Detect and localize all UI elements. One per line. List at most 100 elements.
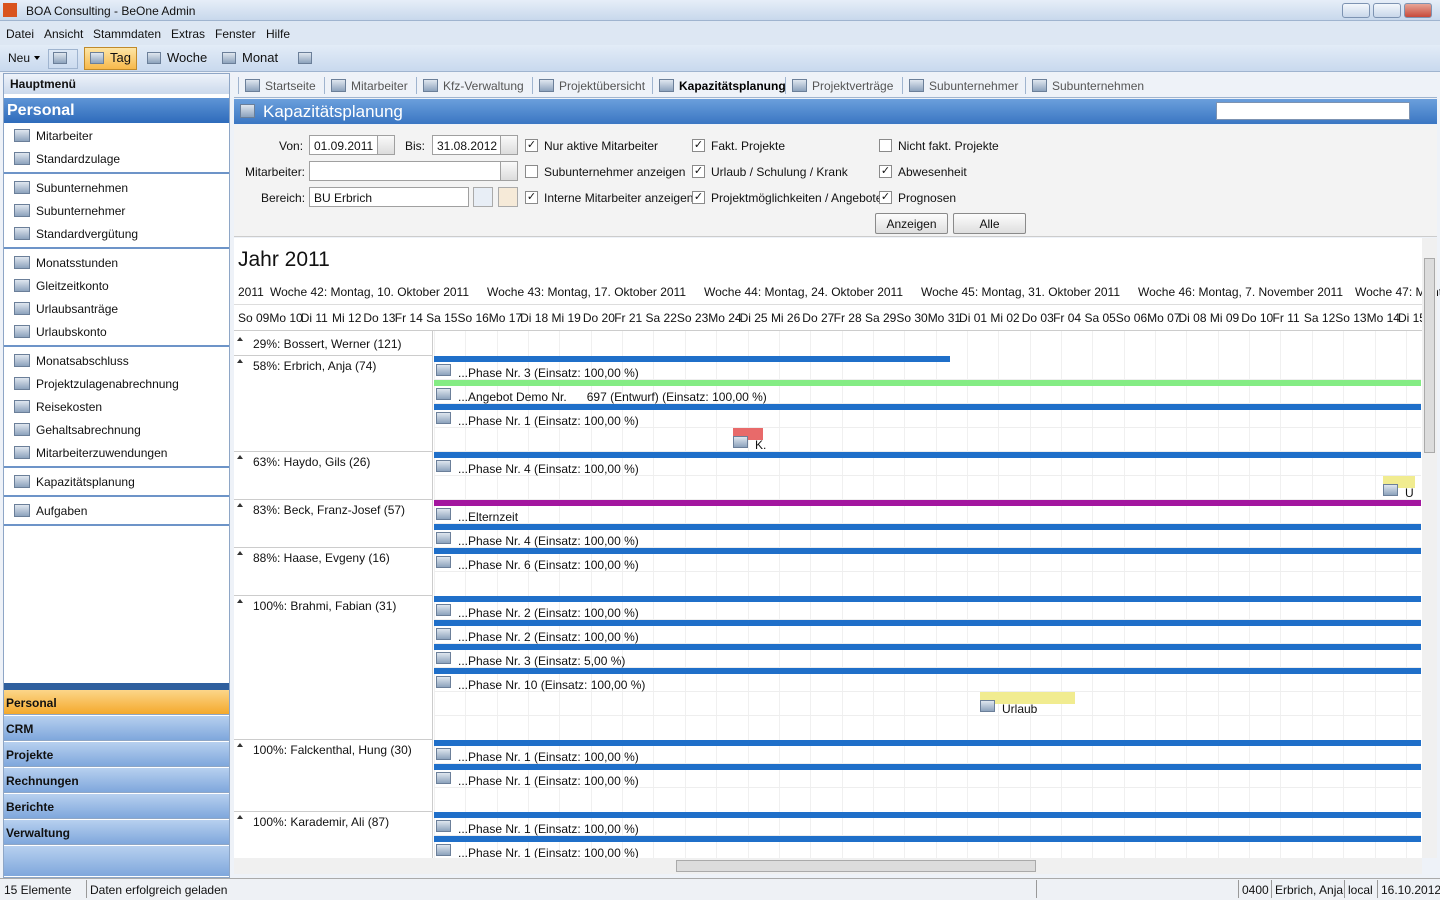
gantt-item-label[interactable]: Urlaub: [1002, 702, 1038, 716]
sidebar-item[interactable]: Standardzulage: [36, 152, 121, 166]
day-label: Do 13: [363, 311, 396, 325]
excel-button[interactable]: [48, 49, 78, 69]
dropdown-button[interactable]: [500, 136, 517, 154]
tab[interactable]: Subunternehmen: [1052, 79, 1145, 93]
sidebar-item[interactable]: Reisekosten: [36, 400, 103, 414]
area-button[interactable]: [473, 187, 493, 207]
employee-select[interactable]: [309, 161, 518, 181]
tab[interactable]: Mitarbeiter: [351, 79, 408, 93]
tab[interactable]: Subunternehmer: [929, 79, 1019, 93]
gantt-item-label[interactable]: ...Phase Nr. 1 (Einsatz: 100,00 %): [458, 414, 639, 428]
gantt-item-label[interactable]: ...Phase Nr. 4 (Einsatz: 100,00 %): [458, 534, 639, 548]
date-from[interactable]: 01.09.2011: [309, 135, 395, 155]
search-box[interactable]: [1216, 102, 1410, 120]
day-grid-line: [935, 331, 937, 858]
gantt-item-label[interactable]: ...Phase Nr. 3 (Einsatz: 100,00 %): [458, 366, 639, 380]
sidebar-item[interactable]: Monatsstunden: [36, 256, 119, 270]
gantt-item-label[interactable]: ...Angebot Demo Nr. 697 (Entwurf) (Einsa…: [458, 390, 767, 404]
day-label: Do 20: [582, 311, 615, 325]
sidebar-item[interactable]: Subunternehmen: [36, 181, 129, 195]
gantt-item-label[interactable]: ...Elternzeit: [458, 510, 519, 524]
gantt-item-label[interactable]: ...Phase Nr. 4 (Einsatz: 100,00 %): [458, 462, 639, 476]
sidebar-item[interactable]: Mitarbeiterzuwendungen: [36, 446, 168, 460]
v-thumb[interactable]: [1424, 258, 1435, 453]
window-max[interactable]: [1373, 3, 1401, 18]
checkbox[interactable]: [525, 165, 538, 178]
checkbox[interactable]: ✓: [879, 165, 892, 178]
sidebar-item[interactable]: Projektzulagenabrechnung: [36, 377, 179, 391]
gantt-item-label[interactable]: ...Phase Nr. 1 (Einsatz: 100,00 %): [458, 846, 639, 860]
menu-item[interactable]: Hilfe: [266, 27, 291, 41]
area-input[interactable]: BU Erbrich: [309, 187, 469, 207]
button[interactable]: Anzeigen: [875, 213, 948, 234]
checkbox[interactable]: ✓: [525, 191, 538, 204]
window-min[interactable]: [1342, 3, 1370, 18]
window-close[interactable]: [1404, 3, 1432, 18]
day-grid-line: [1155, 331, 1157, 858]
nav-button[interactable]: [4, 690, 229, 715]
tab-divider: [1025, 77, 1026, 94]
dropdown-button[interactable]: [377, 136, 394, 154]
gantt-item-label[interactable]: ...Phase Nr. 10 (Einsatz: 100,00 %): [458, 678, 646, 692]
day-grid-line: [1123, 331, 1125, 858]
day-label: Do 27: [802, 311, 835, 325]
dropdown-button[interactable]: [500, 162, 517, 180]
tab[interactable]: Startseite: [265, 79, 316, 93]
menu-item[interactable]: Datei: [6, 27, 35, 41]
day-label: Mo 07: [1147, 311, 1181, 325]
gantt-item-label[interactable]: ...Phase Nr. 3 (Einsatz: 5,00 %): [458, 654, 626, 668]
menu-item[interactable]: Ansicht: [44, 27, 84, 41]
sidebar-item[interactable]: Urlaubskonto: [36, 325, 107, 339]
nav-button[interactable]: [4, 820, 229, 845]
tab[interactable]: Kfz-Verwaltung: [443, 79, 524, 93]
menu-item[interactable]: Fenster: [215, 27, 256, 41]
gantt-item-label[interactable]: ...Phase Nr. 1 (Einsatz: 100,00 %): [458, 750, 639, 764]
sidebar-item[interactable]: Kapazitätsplanung: [36, 475, 135, 489]
button[interactable]: Alle: [953, 213, 1026, 234]
sidebar-close[interactable]: [212, 76, 224, 88]
checkbox[interactable]: ✓: [692, 165, 705, 178]
collapse-button[interactable]: [1417, 103, 1433, 119]
menu-item[interactable]: Stammdaten: [93, 27, 162, 41]
sidebar-item[interactable]: Gleitzeitkonto: [36, 279, 109, 293]
icon: [298, 52, 312, 64]
sidebar-item[interactable]: Aufgaben: [36, 504, 88, 518]
icon: [14, 279, 30, 292]
nav-button[interactable]: [4, 794, 229, 819]
checkbox[interactable]: [879, 139, 892, 152]
gantt-item-label[interactable]: K.: [755, 438, 767, 452]
gantt-item-label[interactable]: ...Phase Nr. 1 (Einsatz: 100,00 %): [458, 822, 639, 836]
checkbox[interactable]: ✓: [692, 139, 705, 152]
area-clear[interactable]: [498, 187, 518, 207]
separator: [4, 172, 229, 174]
nav-button[interactable]: [4, 716, 229, 741]
nav-button[interactable]: [4, 768, 229, 793]
nav-button[interactable]: [4, 742, 229, 767]
date-to[interactable]: 31.08.2012: [432, 135, 518, 155]
checkbox[interactable]: ✓: [525, 139, 538, 152]
day-label: Mi 02: [990, 311, 1020, 325]
tab[interactable]: Kapazitätsplanung: [679, 79, 786, 93]
sidebar-item[interactable]: Monatsabschluss: [36, 354, 129, 368]
sidebar-item[interactable]: Subunternehmer: [36, 204, 126, 218]
gantt-item-label[interactable]: ...Phase Nr. 1 (Einsatz: 100,00 %): [458, 774, 639, 788]
checkbox[interactable]: ✓: [692, 191, 705, 204]
tab[interactable]: Projektverträge: [812, 79, 894, 93]
separator: [4, 345, 229, 347]
tab[interactable]: Projektübersicht: [559, 79, 646, 93]
gantt-item-label[interactable]: ...Phase Nr. 6 (Einsatz: 100,00 %): [458, 558, 639, 572]
gantt-item-label[interactable]: ...Phase Nr. 2 (Einsatz: 100,00 %): [458, 630, 639, 644]
gantt-item-label[interactable]: U: [1405, 486, 1414, 500]
sidebar-item[interactable]: Standardvergütung: [36, 227, 139, 241]
icon: [436, 556, 451, 568]
sidebar-item[interactable]: Gehaltsabrechnung: [36, 423, 141, 437]
new-button[interactable]: Neu: [8, 51, 31, 65]
gantt-item-label[interactable]: ...Phase Nr. 2 (Einsatz: 100,00 %): [458, 606, 639, 620]
checkbox[interactable]: ✓: [879, 191, 892, 204]
h-thumb[interactable]: [676, 860, 1036, 872]
sidebar-item[interactable]: Urlaubsanträge: [36, 302, 119, 316]
day-row-line: [234, 330, 1422, 331]
tab-divider: [902, 77, 903, 94]
menu-item[interactable]: Extras: [171, 27, 206, 41]
sidebar-item[interactable]: Mitarbeiter: [36, 129, 93, 143]
